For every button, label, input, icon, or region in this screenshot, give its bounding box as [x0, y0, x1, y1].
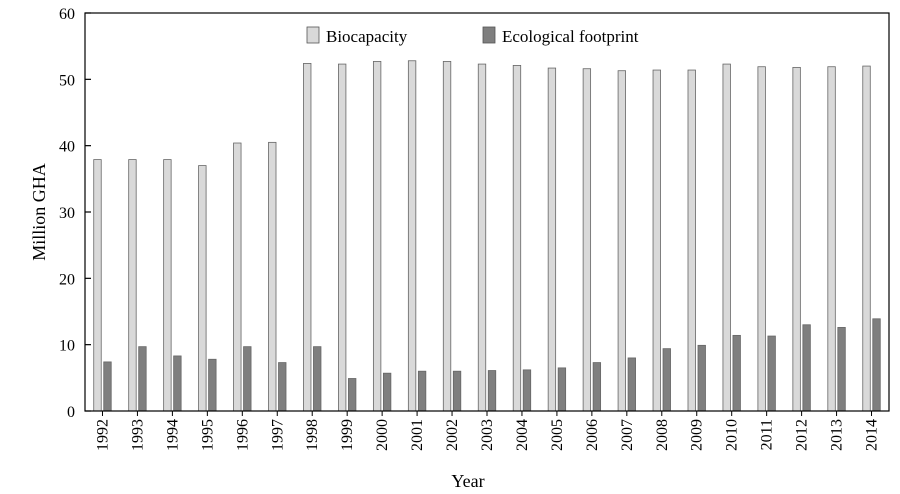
- bar-ecological-footprint: [173, 355, 182, 412]
- bar-biocapacity: [617, 70, 626, 412]
- x-tick-label: 2008: [654, 419, 671, 451]
- y-tick-label: 50: [59, 72, 75, 89]
- y-tick-label: 40: [59, 139, 75, 156]
- x-tick-label: 2009: [689, 419, 706, 451]
- bar-ecological-footprint: [417, 370, 427, 412]
- x-tick-label: 2002: [444, 419, 461, 451]
- bar-biocapacity: [163, 159, 172, 412]
- bar-ecological-footprint: [278, 362, 287, 412]
- bar-biocapacity: [862, 65, 871, 412]
- bar-ecological-footprint: [557, 367, 567, 412]
- x-tick-label: 2014: [864, 419, 881, 451]
- bar-biocapacity: [722, 63, 731, 412]
- bar-ecological-footprint: [662, 348, 671, 412]
- x-tick-label: 1999: [339, 419, 356, 451]
- bar-ecological-footprint: [313, 346, 322, 412]
- x-tick-label: 2001: [409, 419, 426, 451]
- x-tick-label: 1994: [164, 419, 181, 451]
- y-tick-label: 20: [59, 271, 75, 288]
- bar-biocapacity: [303, 63, 312, 412]
- x-axis-ticks: 1992 1993 1994 1995 1996 1997 1998 1999 2000 2001…: [94, 411, 881, 451]
- bar-biocapacity: [372, 61, 382, 412]
- x-tick-label: 2013: [829, 419, 846, 451]
- legend-swatch-ecological-footprint: [482, 26, 496, 44]
- x-tick-label: 1993: [129, 419, 146, 451]
- bar-biocapacity: [687, 69, 696, 412]
- bar-biocapacity: [477, 63, 487, 412]
- bar-ecological-footprint: [592, 362, 602, 412]
- bar-biocapacity: [652, 69, 661, 412]
- bar-ecological-footprint: [837, 327, 846, 412]
- bar-ecological-footprint: [732, 334, 741, 412]
- x-tick-label: 1996: [234, 419, 251, 451]
- bar-biocapacity: [582, 68, 592, 412]
- bar-biocapacity: [792, 66, 801, 412]
- x-tick-label: 2012: [794, 419, 811, 451]
- bar-biocapacity: [407, 60, 417, 412]
- legend-label-biocapacity: Biocapacity: [326, 27, 408, 46]
- x-tick-label: 2006: [584, 419, 601, 451]
- bar-ecological-footprint: [382, 372, 392, 412]
- bar-ecological-footprint: [243, 346, 252, 412]
- y-axis-title: Million GHA: [29, 163, 49, 261]
- legend-label-ecological-footprint: Ecological footprint: [502, 27, 639, 46]
- y-tick-label: 60: [59, 6, 75, 23]
- x-axis-title: Year: [451, 471, 484, 491]
- y-axis-ticks: 0 10 20 30 40 50 60: [59, 6, 91, 421]
- bar-ecological-footprint: [452, 370, 462, 412]
- bar-biocapacity: [757, 66, 766, 412]
- bar-ecological-footprint: [487, 370, 497, 412]
- bar-biocapacity: [198, 165, 207, 412]
- bar-ecological-footprint: [767, 335, 776, 412]
- bar-biocapacity: [268, 141, 277, 412]
- bar-biocapacity: [442, 61, 452, 412]
- bar-ecological-footprint: [348, 378, 357, 412]
- bar-ecological-footprint: [208, 358, 217, 412]
- bar-ecological-footprint: [522, 369, 532, 412]
- bar-ecological-footprint: [138, 346, 147, 412]
- bar-biocapacity: [512, 65, 522, 412]
- bar-ecological-footprint: [697, 344, 706, 412]
- x-tick-label: 2003: [479, 419, 496, 451]
- x-tick-label: 2004: [514, 419, 531, 451]
- x-tick-label: 2005: [549, 419, 566, 451]
- y-tick-label: 30: [59, 205, 75, 222]
- x-tick-label: 2011: [759, 419, 776, 450]
- x-tick-label: 1998: [304, 419, 321, 451]
- x-tick-label: 1995: [199, 419, 216, 451]
- legend-swatch-biocapacity: [306, 26, 320, 44]
- x-tick-label: 2010: [724, 419, 741, 451]
- legend: Biocapacity Ecological footprint: [306, 26, 639, 46]
- plot-area-frame: [84, 12, 890, 412]
- bars: [93, 60, 881, 412]
- x-tick-label: 1992: [94, 419, 111, 451]
- bar-biocapacity: [128, 159, 137, 412]
- bar-ecological-footprint: [627, 357, 636, 412]
- y-tick-label: 0: [67, 404, 75, 421]
- bar-ecological-footprint: [802, 324, 811, 412]
- x-tick-label: 2000: [374, 419, 391, 451]
- y-tick-label: 10: [59, 338, 75, 355]
- bar-ecological-footprint: [872, 318, 881, 412]
- x-tick-label: 2007: [619, 419, 636, 451]
- bar-biocapacity: [93, 159, 102, 412]
- bar-biocapacity: [827, 66, 836, 412]
- bar-biocapacity: [547, 67, 557, 412]
- bar-biocapacity: [338, 63, 347, 412]
- bar-ecological-footprint: [103, 361, 112, 412]
- bar-biocapacity: [233, 142, 242, 412]
- x-tick-label: 1997: [269, 419, 286, 451]
